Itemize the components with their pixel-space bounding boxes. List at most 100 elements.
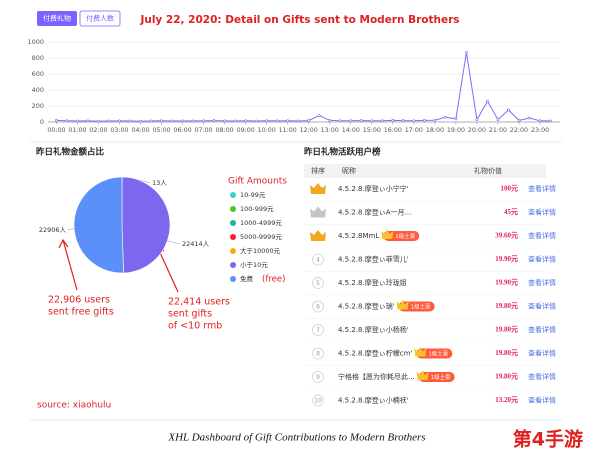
- y-tick-label: 0: [40, 118, 44, 126]
- tab-label[interactable]: 付费人数: [86, 14, 114, 23]
- line-point: [275, 119, 279, 123]
- line-point: [55, 119, 58, 122]
- rank-badge: [312, 277, 324, 289]
- line-point: [496, 118, 500, 122]
- source: source: xiaohulu: [37, 401, 111, 411]
- line-point: [86, 119, 90, 123]
- line-point: [97, 119, 100, 123]
- line-point: [149, 119, 153, 123]
- line-point: [391, 119, 395, 122]
- watermark: 第4手游: [513, 428, 583, 451]
- detail-link[interactable]: 查看详情: [528, 325, 556, 334]
- y-tick-label: 800: [32, 54, 44, 62]
- line-point: [139, 119, 142, 123]
- line-point: [296, 119, 300, 123]
- x-tick-label: 17:00: [405, 127, 423, 134]
- gift-value: 39.60元: [495, 232, 518, 240]
- detail-link[interactable]: 查看详情: [528, 396, 556, 405]
- x-tick-label: 09:00: [237, 127, 255, 134]
- badge-label: 1级土豪: [428, 350, 448, 358]
- gift-value: 100元: [501, 185, 519, 193]
- y-tick-label: 400: [32, 86, 44, 94]
- detail-link[interactable]: 查看详情: [528, 208, 556, 217]
- line-point: [380, 119, 384, 123]
- detail-link[interactable]: 查看详情: [528, 278, 556, 287]
- rank-badge: [312, 371, 324, 383]
- line-point: [517, 119, 521, 122]
- caption: XHL Dashboard of Gift Contributions to M…: [167, 432, 425, 444]
- x-tick-label: 23:00: [531, 127, 549, 134]
- legend-label: 免费: [240, 274, 254, 283]
- line-point: [76, 119, 79, 123]
- detail-link[interactable]: 查看详情: [528, 302, 556, 311]
- rank-badge: [312, 347, 324, 360]
- user-name: 4.5.2.8.摩登ぃ菲雪儿': [338, 255, 409, 264]
- line-point: [223, 119, 227, 123]
- x-tick-label: 02:00: [89, 127, 107, 134]
- gift-value: 19.80元: [495, 349, 518, 357]
- line-point: [265, 119, 269, 123]
- gift-value: 13.20元: [495, 396, 518, 404]
- line-point: [212, 119, 216, 122]
- x-tick-label: 01:00: [68, 127, 86, 134]
- detail-link[interactable]: 查看详情: [528, 231, 556, 240]
- line-point: [181, 119, 184, 123]
- line-point: [486, 99, 489, 103]
- leader-line: [67, 227, 77, 231]
- pie-slice: [121, 176, 171, 274]
- line-point: [328, 119, 332, 122]
- legend-swatch: [230, 248, 236, 254]
- x-tick-label: 20:00: [468, 127, 486, 134]
- line-point: [349, 119, 353, 123]
- line-point: [118, 119, 121, 123]
- tab-button-active[interactable]: [37, 11, 77, 26]
- legend-swatch: [230, 234, 236, 240]
- x-tick-label: 14:00: [342, 127, 360, 134]
- gift-value: 19.90元: [495, 279, 518, 287]
- x-tick-label: 21:00: [489, 127, 507, 134]
- legend-swatch: [230, 262, 236, 268]
- slice-label: 22906人: [39, 226, 67, 234]
- gift-value: 19.80元: [495, 373, 518, 381]
- rank-number: 7: [316, 327, 320, 334]
- annotation: sent free gifts: [48, 307, 114, 318]
- crown-icon: [310, 183, 326, 194]
- detail-link[interactable]: 查看详情: [528, 372, 556, 381]
- detail-link[interactable]: 查看详情: [528, 184, 556, 193]
- line-point: [338, 119, 342, 123]
- line-point: [465, 51, 468, 54]
- line-point: [317, 114, 321, 118]
- rank-badge: [312, 253, 324, 266]
- x-tick-label: 22:00: [510, 127, 528, 134]
- line-point: [202, 119, 205, 123]
- line-point: [191, 119, 195, 123]
- badge-crown: [381, 229, 394, 239]
- tab-label[interactable]: 付费礼物: [43, 14, 71, 23]
- line-point: [244, 119, 248, 123]
- pie-slice: [73, 176, 124, 274]
- detail-link[interactable]: 查看详情: [528, 349, 556, 358]
- line-point: [107, 119, 111, 123]
- annotation: sent gifts: [168, 309, 212, 320]
- legend-swatch: [230, 192, 236, 198]
- legend-label: 1000-4999元: [240, 219, 282, 227]
- column-header: 礼物价值: [474, 166, 502, 175]
- line-point: [507, 108, 510, 112]
- legend-label: 10-99元: [240, 191, 266, 199]
- x-tick-label: 10:00: [258, 127, 276, 134]
- detail-link[interactable]: 查看详情: [528, 255, 556, 264]
- tab-button[interactable]: [79, 10, 121, 27]
- x-tick-label: 12:00: [300, 127, 318, 134]
- rank-number: 5: [316, 280, 320, 287]
- leader-line: [164, 239, 181, 245]
- x-tick-label: 07:00: [195, 127, 213, 134]
- line-point: [538, 119, 542, 123]
- user-name: 4.5.2.8.摩登ぃ小楠袄': [338, 396, 409, 405]
- x-tick-label: 04:00: [131, 127, 149, 134]
- column-header: 排序: [311, 166, 325, 175]
- rank-badge: [312, 300, 324, 313]
- rank-badge: [312, 324, 324, 336]
- badge-label: 1级土豪: [411, 303, 431, 311]
- legend-label: 100-999元: [240, 205, 274, 213]
